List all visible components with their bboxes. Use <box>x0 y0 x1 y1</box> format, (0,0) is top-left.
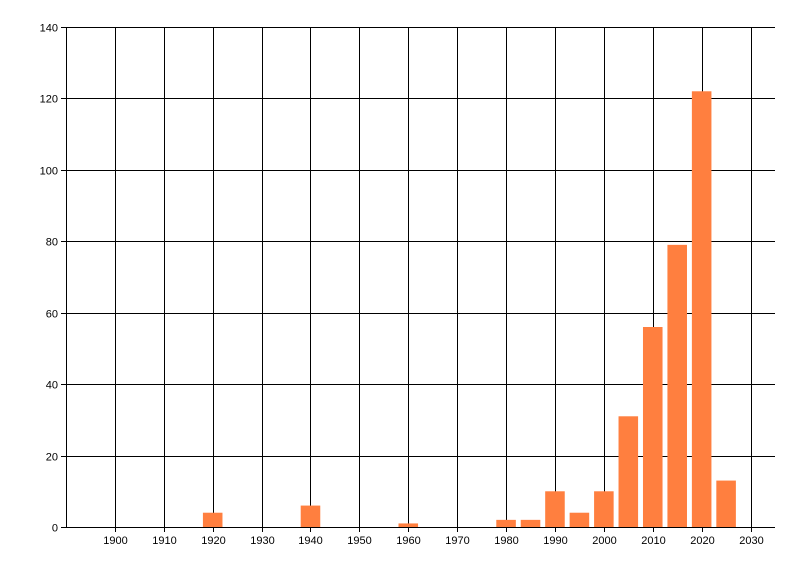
x-tick-label: 1900 <box>103 535 127 547</box>
bar-2000 <box>594 491 614 527</box>
axes: 0 20 40 60 80 100 120 140 1900 1910 1920 1930 1940 19… <box>40 23 775 547</box>
bar-2005 <box>618 416 639 527</box>
bar-1980 <box>496 519 516 527</box>
y-tick-label: 0 <box>52 523 58 535</box>
y-tick-label: 120 <box>40 94 58 106</box>
bar-1990 <box>545 491 565 527</box>
bar-1985 <box>520 519 541 527</box>
x-tick-label: 1970 <box>445 535 469 547</box>
y-tick-label: 100 <box>40 166 58 178</box>
y-tick-label: 140 <box>40 23 58 35</box>
x-tick-label: 2010 <box>641 535 665 547</box>
y-tick-label: 80 <box>46 237 58 249</box>
bar-1940 <box>300 505 321 527</box>
y-tick-label: 20 <box>46 452 58 464</box>
x-tick-label: 2030 <box>739 535 763 547</box>
bar-2025 <box>716 480 736 527</box>
x-tick-label: 1930 <box>250 535 274 547</box>
x-tick-label: 1920 <box>201 535 225 547</box>
bar-2020 <box>691 91 712 528</box>
x-tick-label: 1960 <box>396 535 420 547</box>
x-tick-label: 1980 <box>494 535 518 547</box>
bar-2010 <box>642 327 663 527</box>
x-tick-label: 2020 <box>690 535 714 547</box>
x-tick-label: 1950 <box>347 535 371 547</box>
bar-2015 <box>667 244 687 527</box>
y-tick-label: 40 <box>46 380 58 392</box>
bar-1920 <box>202 512 223 527</box>
bar-1995 <box>569 512 590 527</box>
y-tick-label: 60 <box>46 309 58 321</box>
x-tick-label: 1910 <box>152 535 176 547</box>
x-tick-label: 2000 <box>592 535 616 547</box>
bars <box>202 91 736 528</box>
x-tick-label: 1940 <box>298 535 322 547</box>
x-tick-label: 1990 <box>543 535 567 547</box>
grid <box>61 27 775 532</box>
bar-1960 <box>398 523 419 527</box>
